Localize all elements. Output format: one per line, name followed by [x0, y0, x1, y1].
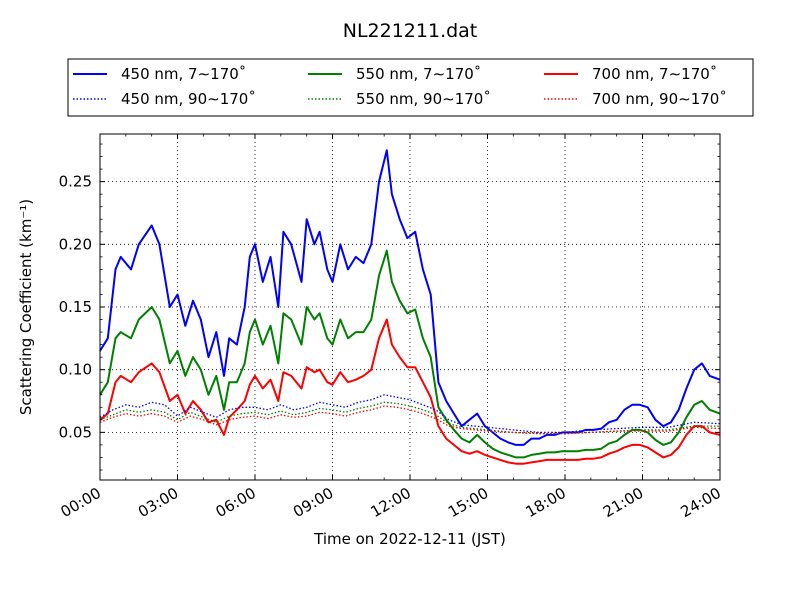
- y-axis-label: Scattering Coefficient (km⁻¹): [17, 199, 35, 415]
- axis-ticks: [99, 134, 721, 480]
- grid: [100, 134, 720, 480]
- legend-box: [67, 58, 754, 117]
- series-line-4: [99, 394, 721, 434]
- legend-label: 450 nm, 90∼170˚: [121, 90, 256, 108]
- chart-title: NL221211.dat: [343, 20, 478, 42]
- y-tick-label: 0.25: [59, 173, 92, 191]
- x-axis-label: Time on 2022-12-11 (JST): [313, 530, 506, 548]
- y-tick-label: 0.20: [59, 235, 92, 253]
- y-tick-label: 0.05: [59, 423, 92, 441]
- y-tick-labels: 0.05 0.10 0.15 0.20 0.25: [59, 173, 92, 442]
- legend-label: 450 nm, 7∼170˚: [121, 65, 246, 83]
- legend-label: 550 nm, 90∼170˚: [356, 90, 491, 108]
- legend-label: 700 nm, 90∼170˚: [592, 90, 727, 108]
- legend-label: 550 nm, 7∼170˚: [356, 65, 481, 83]
- y-tick-label: 0.15: [59, 298, 92, 316]
- legend-label: 700 nm, 7∼170˚: [592, 65, 717, 83]
- series-layer: [99, 149, 721, 465]
- series-line-3: [99, 318, 721, 465]
- legend-entries: 450 nm, 7∼170˚ 550 nm, 7∼170˚ 700 nm, 7∼17…: [73, 65, 727, 108]
- series-line-1: [99, 149, 721, 446]
- y-tick-label: 0.10: [59, 361, 92, 379]
- series-line-2: [99, 249, 721, 459]
- legend: 450 nm, 7∼170˚ 550 nm, 7∼170˚ 700 nm, 7∼17…: [67, 58, 754, 117]
